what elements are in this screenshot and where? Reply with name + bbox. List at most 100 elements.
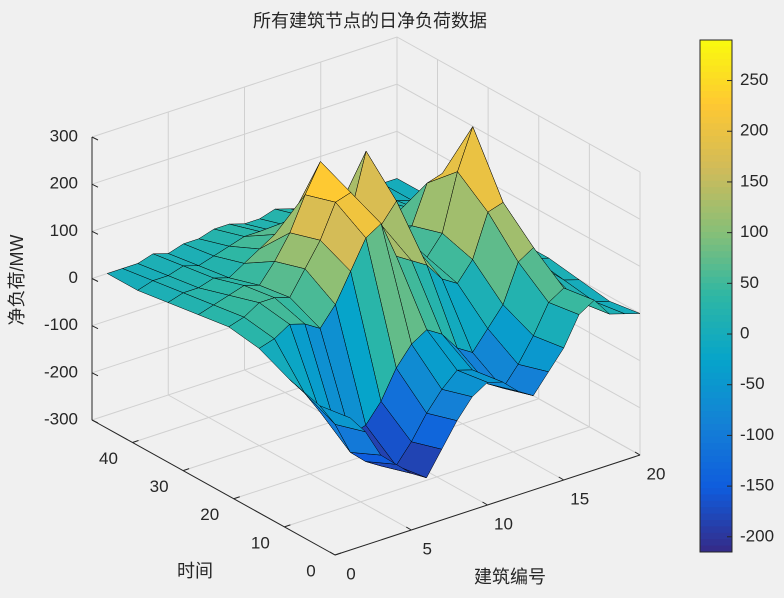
tick-mark [634,451,641,456]
tick-mark [132,440,139,443]
z-tick-label: -100 [44,315,78,334]
colorbar-band [700,321,732,329]
colorbar-band [700,225,732,233]
colorbar-band [700,449,732,457]
colorbar-band [700,168,732,175]
colorbar-band [700,72,732,79]
colorbar-tick-label: 50 [740,273,759,292]
colorbar-band [700,136,732,143]
colorbar-frame [699,39,733,553]
colorbar-band [700,52,732,60]
z-tick-label: -300 [44,409,78,428]
x-axis-label: 建筑编号 [474,567,546,587]
tick-mark [91,136,99,141]
colorbar-band [700,244,732,252]
colorbar-band [700,110,732,118]
colorbar-band [700,315,732,323]
z-tick-label: 0 [69,268,78,287]
x-tick-label: 0 [346,564,355,583]
tick-mark [182,468,190,472]
z-tick-label: 300 [50,126,78,145]
colorbar-tick-label: -100 [740,425,774,444]
colorbar-band [700,334,732,342]
y-tick-label: 10 [251,533,270,552]
tick-mark [233,496,240,500]
colorbar-band [700,206,732,214]
colorbar-band [700,91,732,99]
colorbar-band [700,494,732,502]
axis-line [91,419,336,556]
colorbar-band [700,526,732,534]
colorbar-band [700,372,732,380]
colorbar-band [700,507,732,515]
colorbar-band [700,424,732,431]
y-tick-label: 30 [150,477,169,496]
colorbar-band [700,200,732,207]
colorbar-band [700,302,732,310]
tick-mark [334,552,342,556]
colorbar-band [700,270,732,278]
colorbar-band [700,148,732,156]
colorbar-band [700,404,732,412]
colorbar-band [700,283,732,291]
z-axis-label: 净负荷/MW [7,234,27,325]
colorbar-band [700,84,732,92]
colorbar-band [700,155,732,163]
colorbar-band [700,475,732,483]
y-tick-label: 20 [200,505,219,524]
colorbar-band [700,340,732,348]
colorbar-band [700,232,732,239]
y-tick-label: 40 [99,449,118,468]
tick-mark [91,278,99,282]
tick-mark [91,372,99,377]
colorbar-band [700,104,732,111]
colorbar-band [700,353,732,361]
x-tick-label: 15 [570,489,589,508]
colorbar-band [700,513,732,521]
colorbar-band [700,308,732,316]
colorbar-band [700,251,732,259]
colorbar-band [700,456,732,463]
colorbar-band [700,532,732,540]
colorbar-band [700,462,732,470]
colorbar-band [700,161,732,169]
colorbar-tick-label: 250 [740,70,768,89]
tick-mark [284,524,291,528]
colorbar-band [700,430,732,438]
colorbar-tick-label: -150 [740,476,774,495]
tick-mark [558,476,565,481]
surface-face [304,161,352,203]
colorbar-band [700,59,732,67]
colorbar-tick-label: 0 [740,324,749,343]
colorbar-band [700,40,732,47]
colorbar-band [700,78,732,86]
colorbar-band [700,193,732,201]
colorbar-band [700,46,732,54]
colorbar-band [700,468,732,476]
colorbar-band [700,238,732,246]
colorbar-band [700,264,732,271]
colorbar-tick-label: -200 [740,526,774,545]
colorbar-band [700,443,732,451]
x-tick-label: 20 [647,464,666,483]
colorbar-band [700,392,732,399]
tick-mark [329,551,336,556]
colorbar-band [700,379,732,387]
z-tick-label: 100 [50,221,78,240]
colorbar-band [700,481,732,489]
colorbar-band [700,398,732,406]
colorbar-band [700,187,732,195]
chart-title: 所有建筑节点的日净负荷数据 [253,11,487,31]
colorbar-band [700,545,732,553]
colorbar-band [700,296,732,303]
colorbar-band [700,417,732,425]
colorbar-band [700,212,732,220]
colorbar-band [700,276,732,284]
tick-mark [482,501,488,506]
colorbar-band [700,219,732,227]
grid-line [233,115,540,500]
x-tick-label: 5 [423,539,432,558]
colorbar-band [700,500,732,508]
colorbar-band [700,411,732,419]
y-tick-label: 0 [306,561,315,580]
